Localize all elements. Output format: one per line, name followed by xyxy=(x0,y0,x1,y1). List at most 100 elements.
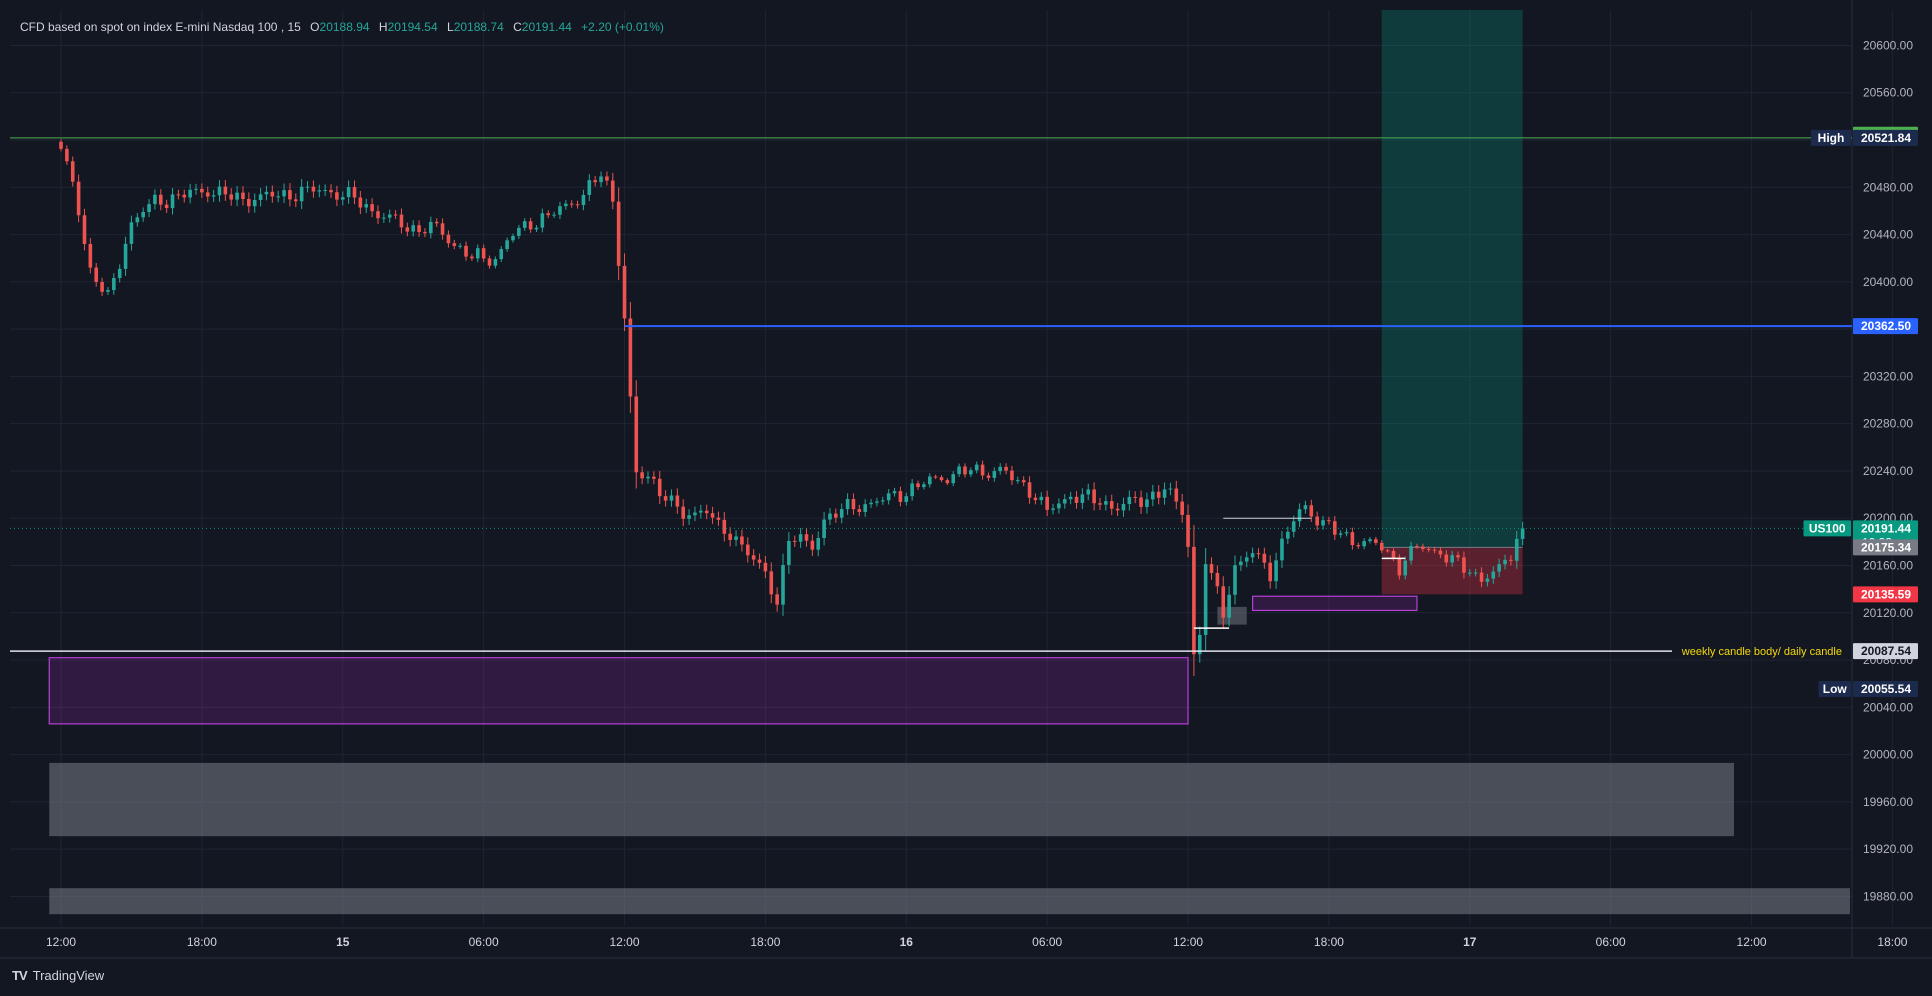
x-tick-label: 15 xyxy=(336,935,350,949)
candle-body xyxy=(82,215,87,244)
candle-body xyxy=(1514,538,1519,561)
candle-body xyxy=(458,245,462,247)
x-tick-label: 06:00 xyxy=(1032,935,1062,949)
candle-body xyxy=(1145,499,1149,507)
entry-price-tag xyxy=(1853,539,1918,556)
candle-body xyxy=(340,197,345,200)
candle-body xyxy=(376,211,380,219)
candle-body xyxy=(1068,496,1073,500)
candle-body xyxy=(1286,531,1290,539)
candle-body xyxy=(681,506,686,519)
candle-body xyxy=(910,483,914,497)
candle-body xyxy=(1491,571,1496,579)
candle-body xyxy=(857,509,862,512)
candle-body xyxy=(1356,545,1361,547)
open-value: 20188.94 xyxy=(319,20,370,34)
candle-body xyxy=(951,474,956,484)
zones-layer xyxy=(48,10,1850,915)
candle-body xyxy=(1162,489,1167,498)
last-price-text: 20191.44 xyxy=(1861,521,1911,535)
candle-body xyxy=(112,278,116,291)
candle-body xyxy=(734,536,738,540)
candle-body xyxy=(464,245,468,257)
candle-body xyxy=(1168,488,1173,490)
price-axis[interactable]: 19880.00 19920.00 19960.00 20000.00 20040.00… xyxy=(1863,38,1913,903)
x-tick-label: 12:00 xyxy=(610,935,640,949)
candle-body xyxy=(1244,557,1249,562)
candle-body xyxy=(640,472,644,479)
candle-body xyxy=(728,533,732,540)
candle-body xyxy=(135,217,140,223)
candle-body xyxy=(1450,555,1454,563)
low-tag-text: Low xyxy=(1823,682,1848,696)
candle-body xyxy=(1233,565,1237,595)
candle-body xyxy=(839,509,844,518)
candle-body xyxy=(270,191,275,197)
low-value: 20188.74 xyxy=(453,20,504,34)
candle-body xyxy=(1039,496,1044,501)
candle-body xyxy=(200,188,204,193)
time-axis[interactable]: 12:00 18:00 15 06:00 12:00 18:00 16 06:00 12:00 1… xyxy=(46,935,1908,949)
candle-body xyxy=(329,189,333,193)
candle-body xyxy=(299,186,304,202)
candle-body xyxy=(869,502,873,505)
candle-body xyxy=(1397,558,1402,576)
candle-body xyxy=(387,214,392,218)
tradingview-brand[interactable]: TV TradingView xyxy=(12,968,104,983)
candle-body xyxy=(434,221,439,224)
candle-body xyxy=(1426,549,1431,551)
y-tick-label: 20320.00 xyxy=(1863,369,1913,383)
candle-body xyxy=(558,206,562,215)
candle-body xyxy=(170,194,175,209)
candle-body xyxy=(493,259,498,266)
candle-body xyxy=(564,203,568,207)
candle-body xyxy=(117,268,122,279)
candle-body xyxy=(628,318,633,397)
candle-body xyxy=(892,491,897,494)
candle-body xyxy=(153,194,157,205)
candle-body xyxy=(1421,546,1425,550)
candle-body xyxy=(1415,546,1419,548)
candle-body xyxy=(986,475,991,478)
candle-body xyxy=(963,466,967,475)
candle-body xyxy=(763,562,768,572)
candle-body xyxy=(88,243,93,268)
candle-body xyxy=(1479,572,1484,582)
tradingview-logo-icon: TV xyxy=(12,968,28,983)
candle-body xyxy=(528,221,533,230)
symbol-title: CFD based on spot on index E-mini Nasdaq… xyxy=(20,20,301,34)
candle-body xyxy=(76,181,81,216)
candle-body xyxy=(123,243,128,269)
candle-body xyxy=(769,571,774,595)
candle-body xyxy=(1497,564,1501,572)
candle-body xyxy=(922,484,926,488)
candle-body xyxy=(1456,555,1460,558)
candle-body xyxy=(1409,546,1413,561)
candle-body xyxy=(933,476,938,478)
x-tick-label: 16 xyxy=(900,935,914,949)
high-price-text: 20521.84 xyxy=(1861,131,1911,145)
candle-body xyxy=(881,500,885,502)
candle-body xyxy=(517,227,521,236)
x-tick-label: 06:00 xyxy=(469,935,499,949)
candle-body xyxy=(1520,528,1525,539)
candle-body xyxy=(757,559,762,563)
candle-body xyxy=(417,225,421,233)
candle-body xyxy=(1016,480,1020,482)
candle-body xyxy=(610,180,615,202)
candle-body xyxy=(223,186,228,195)
candle-body xyxy=(511,235,515,241)
candle-body xyxy=(247,199,251,207)
close-value: 20191.44 xyxy=(521,20,572,34)
candle-body xyxy=(423,232,427,234)
candle-body xyxy=(1368,539,1372,542)
candle-body xyxy=(205,192,210,197)
candle-body xyxy=(1432,549,1437,551)
candle-body xyxy=(675,495,680,507)
candle-body xyxy=(499,249,504,260)
candle-body xyxy=(787,540,791,565)
y-tick-label: 19880.00 xyxy=(1863,889,1913,903)
candle-body xyxy=(440,223,445,235)
candle-body xyxy=(1262,553,1267,563)
